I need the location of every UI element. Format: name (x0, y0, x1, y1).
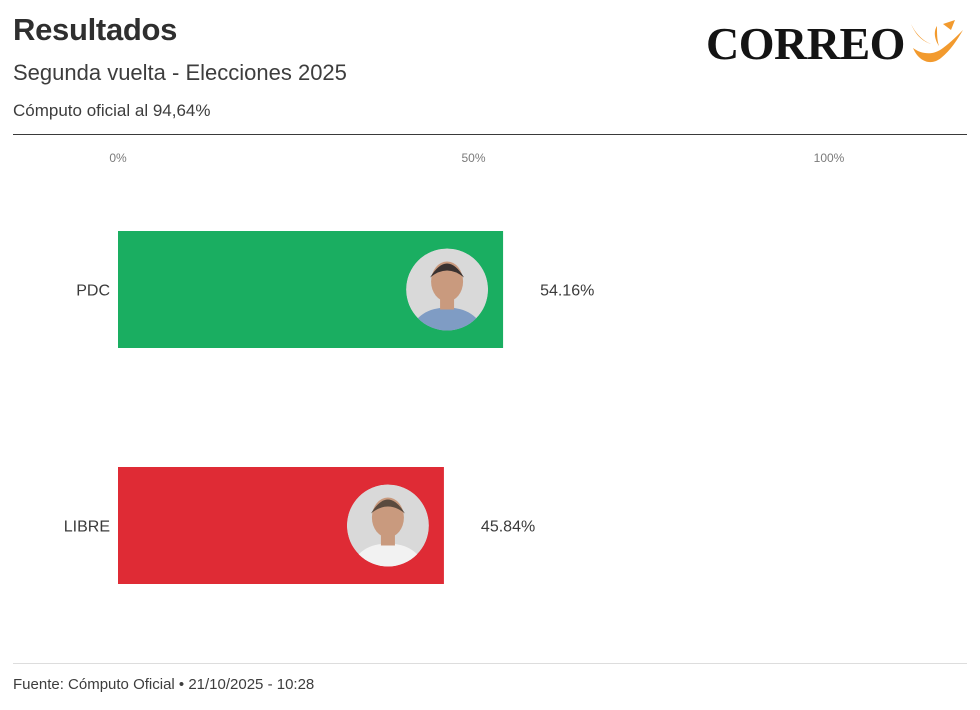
candidate-photo (406, 248, 489, 331)
results-bar-chart: 0% 50% 100% PDC 54.16% LIBRE 45.84% (64, 151, 845, 584)
chart-title: Resultados (13, 12, 178, 47)
count-progress-note: Cómputo oficial al 94,64% (13, 101, 211, 120)
logo-wordmark: CORREO (706, 18, 905, 69)
header-divider (13, 134, 967, 135)
category-label: LIBRE (64, 519, 110, 536)
brand-logo: CORREO (706, 14, 966, 74)
chart-subtitle: Segunda vuelta - Elecciones 2025 (13, 60, 347, 85)
x-tick-label: 0% (109, 151, 127, 165)
footer-divider (13, 663, 967, 664)
source-footer: Fuente: Cómputo Oficial • 21/10/2025 - 1… (13, 676, 315, 693)
logo-bird-icon (910, 20, 963, 63)
value-label: 45.84% (481, 519, 535, 536)
portrait-hair (430, 263, 465, 278)
x-tick-label: 100% (814, 151, 845, 165)
x-tick-label: 50% (461, 151, 485, 165)
portrait-shirt (413, 307, 482, 331)
category-label: PDC (76, 283, 110, 300)
value-label: 54.16% (540, 283, 594, 300)
candidate-photo (346, 484, 429, 567)
portrait-shirt (353, 543, 422, 567)
portrait-hair (370, 499, 405, 514)
